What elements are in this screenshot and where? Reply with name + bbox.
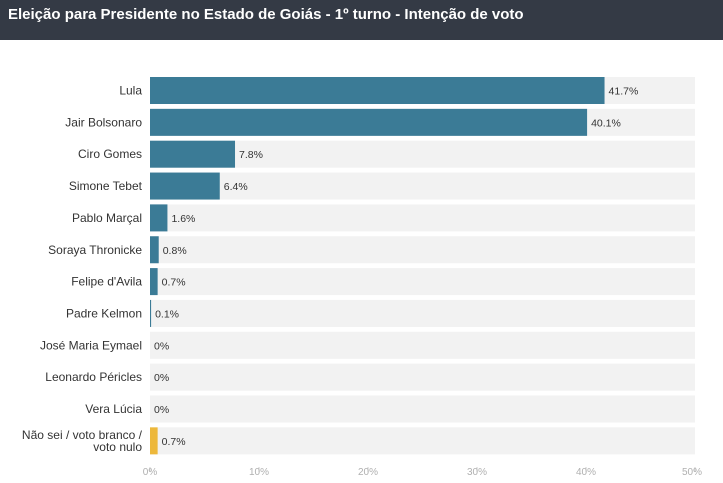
- category-label-line: José Maria Eymael: [40, 338, 142, 352]
- category-label: Ciro Gomes: [78, 147, 142, 161]
- category-label: José Maria Eymael: [40, 338, 142, 352]
- x-tick-label: 20%: [358, 467, 378, 478]
- category-label-line: Lula: [119, 84, 142, 98]
- category-label-line: Leonardo Péricles: [45, 370, 142, 384]
- bar-track: [150, 236, 695, 264]
- value-label: 0.7%: [162, 436, 186, 448]
- bar-track: [150, 363, 695, 391]
- bar: [150, 108, 588, 136]
- x-tick-label: 40%: [576, 467, 596, 478]
- value-label: 40.1%: [591, 117, 621, 129]
- category-label-line: Soraya Thronicke: [48, 243, 142, 257]
- category-label: Soraya Thronicke: [48, 243, 142, 257]
- x-tick-label: 10%: [249, 467, 269, 478]
- category-label: Padre Kelmon: [66, 306, 142, 320]
- category-label: Vera Lúcia: [85, 402, 142, 416]
- bar-track: [150, 140, 695, 168]
- category-label: Felipe d'Avila: [71, 275, 142, 289]
- category-label: Pablo Marçal: [72, 211, 142, 225]
- x-tick-label: 50%: [682, 467, 702, 478]
- bar-track: [150, 268, 695, 296]
- bar: [150, 172, 220, 200]
- x-tick-label: 30%: [467, 467, 487, 478]
- category-label-line: Vera Lúcia: [85, 402, 142, 416]
- category-label: Leonardo Péricles: [45, 370, 142, 384]
- value-label: 0%: [154, 404, 169, 416]
- value-label: 0.1%: [155, 308, 179, 320]
- category-label: Não sei / voto branco / voto nulo: [22, 428, 143, 454]
- bar-track: [150, 172, 695, 200]
- bar: [150, 236, 159, 264]
- category-label-line: Padre Kelmon: [66, 306, 142, 320]
- value-label: 6.4%: [224, 181, 248, 193]
- bar-track: [150, 299, 695, 327]
- category-label-line: Não sei / voto branco /: [22, 428, 143, 442]
- chart-title: Eleição para Presidente no Estado de Goi…: [8, 6, 524, 23]
- bar: [150, 427, 158, 455]
- bar: [150, 204, 168, 232]
- category-label: Jair Bolsonaro: [65, 115, 142, 129]
- bar: [150, 140, 236, 168]
- bar: [150, 77, 605, 104]
- category-label: Simone Tebet: [69, 179, 143, 193]
- bar-track: [150, 395, 695, 423]
- category-label: Lula: [119, 84, 142, 98]
- category-label-line: Felipe d'Avila: [71, 275, 142, 289]
- bar-track: [150, 331, 695, 359]
- value-label: 41.7%: [609, 86, 639, 98]
- value-label: 0%: [154, 340, 169, 352]
- category-label-line: voto nulo: [93, 440, 142, 454]
- chart-header: Eleição para Presidente no Estado de Goi…: [0, 0, 723, 40]
- value-label: 0.7%: [162, 277, 186, 289]
- category-label-line: Pablo Marçal: [72, 211, 142, 225]
- category-label-line: Ciro Gomes: [78, 147, 142, 161]
- x-tick-label: 0%: [143, 467, 158, 478]
- category-label-line: Jair Bolsonaro: [65, 115, 142, 129]
- bar: [150, 299, 152, 327]
- value-label: 0%: [154, 372, 169, 384]
- category-label-line: Simone Tebet: [69, 179, 143, 193]
- value-label: 0.8%: [163, 245, 187, 257]
- value-label: 7.8%: [239, 149, 263, 161]
- bar: [150, 268, 158, 296]
- value-label: 1.6%: [171, 213, 195, 225]
- bar-track: [150, 204, 695, 232]
- bar-track: [150, 427, 695, 455]
